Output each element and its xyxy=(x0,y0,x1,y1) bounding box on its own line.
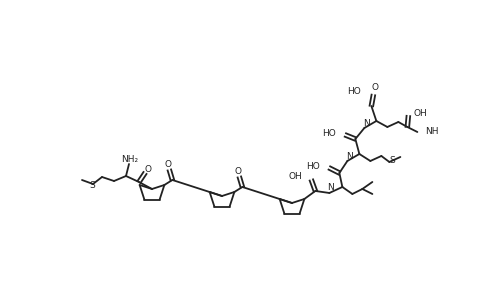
Text: OH: OH xyxy=(289,173,303,181)
Text: N: N xyxy=(363,120,370,129)
Text: N: N xyxy=(346,152,353,161)
Text: HO: HO xyxy=(307,162,320,172)
Text: HO: HO xyxy=(322,129,336,138)
Text: NH: NH xyxy=(426,127,439,136)
Text: HO: HO xyxy=(348,88,362,97)
Text: S: S xyxy=(89,181,95,190)
Text: O: O xyxy=(235,167,242,176)
Text: S: S xyxy=(389,156,395,165)
Text: O: O xyxy=(372,83,379,92)
Text: OH: OH xyxy=(413,109,427,118)
Text: O: O xyxy=(144,166,151,175)
Text: N: N xyxy=(327,184,334,193)
Text: NH₂: NH₂ xyxy=(122,155,138,164)
Text: O: O xyxy=(165,161,172,170)
